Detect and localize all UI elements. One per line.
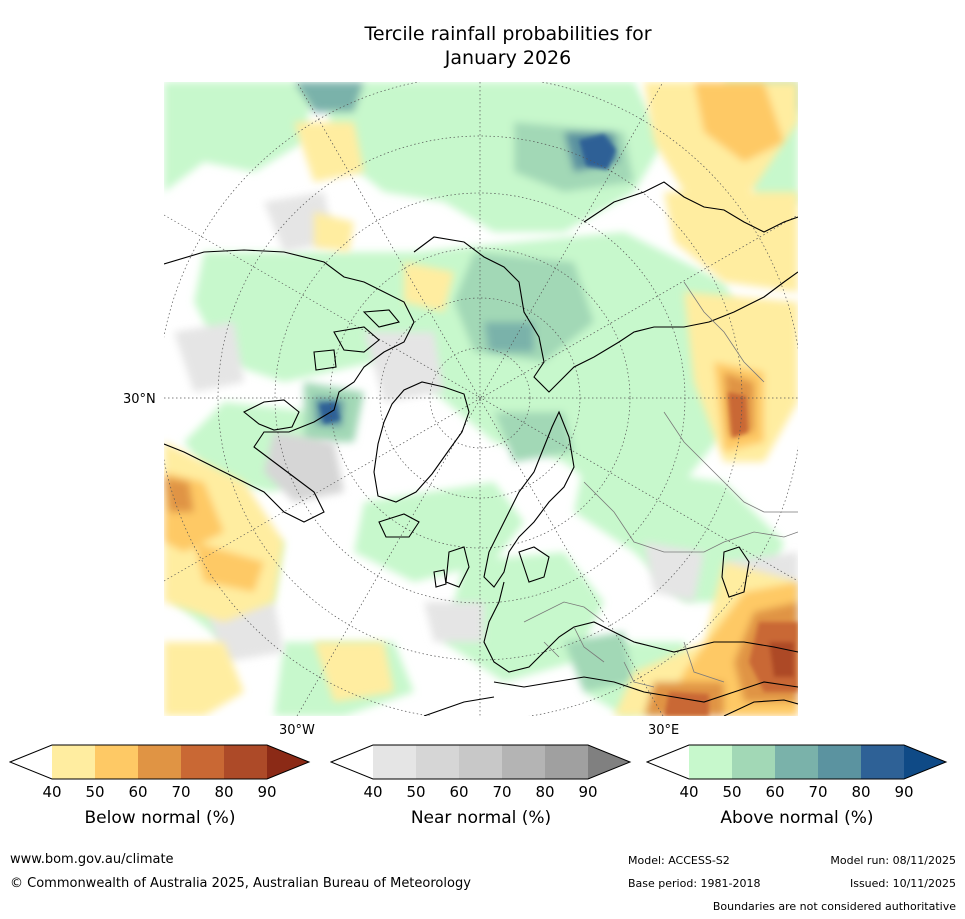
below-tick: 60 bbox=[128, 783, 148, 801]
near-colorbar-segment-70-80 bbox=[502, 745, 545, 779]
latitude-label-30n: 30°N bbox=[123, 392, 156, 407]
copyright-notice: © Commonwealth of Australia 2025, Austra… bbox=[10, 876, 471, 891]
above-tick: 40 bbox=[679, 783, 699, 801]
above-colorbar-segment-gt90 bbox=[904, 745, 946, 779]
caspian-coast bbox=[721, 546, 750, 598]
issued-date: Issued: 10/11/2025 bbox=[849, 877, 956, 890]
near-tick: 70 bbox=[492, 783, 512, 801]
baltic-coast bbox=[518, 546, 550, 583]
below-colorbar-segment-gt90 bbox=[267, 745, 309, 779]
below-normal-core bbox=[664, 392, 798, 716]
below-tick: 40 bbox=[42, 783, 62, 801]
near-normal-colorbar bbox=[330, 744, 632, 780]
near-tick: 50 bbox=[406, 783, 426, 801]
model-name: Model: ACCESS-S2 bbox=[628, 854, 730, 867]
near-colorbar-segment-lt40 bbox=[331, 745, 373, 779]
graticule bbox=[164, 82, 798, 716]
asia-borders bbox=[663, 411, 798, 513]
arabia-africa-coast bbox=[423, 696, 798, 716]
below-tick: 50 bbox=[85, 783, 105, 801]
near-normal-label: Near normal (%) bbox=[410, 808, 552, 828]
europe-borders bbox=[523, 601, 605, 663]
above-tick: 60 bbox=[765, 783, 785, 801]
coastlines bbox=[164, 181, 798, 716]
near-colorbar-segment-50-60 bbox=[416, 745, 459, 779]
below-colorbar-segment-lt40 bbox=[10, 745, 52, 779]
russia-east-coast bbox=[583, 181, 798, 233]
below-colorbar-segment-80-90 bbox=[224, 745, 267, 779]
central-asia-borders bbox=[683, 281, 765, 383]
canadian-islands bbox=[313, 309, 400, 371]
above-colorbar-segment-70-80 bbox=[818, 745, 861, 779]
latitude-circle-80 bbox=[429, 347, 531, 449]
above-tick: 70 bbox=[808, 783, 828, 801]
hudson-bay-coast bbox=[242, 399, 300, 431]
mediterranean-coast bbox=[493, 676, 798, 703]
above-colorbar-segment-50-60 bbox=[732, 745, 775, 779]
above-tick: 90 bbox=[894, 783, 914, 801]
north-america-coast bbox=[164, 249, 415, 523]
below-colorbar-outline bbox=[9, 744, 311, 780]
above-normal-label: Above normal (%) bbox=[720, 808, 874, 828]
near-tick: 40 bbox=[363, 783, 383, 801]
above-tick: 50 bbox=[722, 783, 742, 801]
near-colorbar-outline bbox=[330, 744, 632, 780]
probability-map[interactable] bbox=[164, 82, 798, 716]
map-title: Tercile rainfall probabilities for Janua… bbox=[0, 22, 965, 70]
above-colorbar-segment-60-70 bbox=[775, 745, 818, 779]
near-tick: 90 bbox=[578, 783, 598, 801]
longitude-label-30w: 30°W bbox=[279, 723, 315, 738]
near-colorbar-segment-gt90 bbox=[588, 745, 630, 779]
below-colorbar-segment-60-70 bbox=[138, 745, 181, 779]
above-colorbar-outline bbox=[646, 744, 948, 780]
base-period: Base period: 1981-2018 bbox=[628, 877, 761, 890]
latitude-circle-60 bbox=[329, 247, 631, 549]
iceland-coast bbox=[378, 513, 420, 538]
near-tick: 80 bbox=[535, 783, 555, 801]
below-colorbar-segment-70-80 bbox=[181, 745, 224, 779]
above-tick: 80 bbox=[851, 783, 871, 801]
below-tick: 80 bbox=[214, 783, 234, 801]
below-colorbar-segment-50-60 bbox=[95, 745, 138, 779]
scandinavia-coast bbox=[483, 410, 575, 588]
near-colorbar-segment-80-90 bbox=[545, 745, 588, 779]
middle-east-borders bbox=[623, 641, 725, 688]
greenland-coast bbox=[373, 381, 470, 503]
longitude-label-30e: 30°E bbox=[648, 723, 680, 738]
above-colorbar-segment-80-90 bbox=[861, 745, 904, 779]
near-tick: 60 bbox=[449, 783, 469, 801]
map-canvas bbox=[164, 82, 798, 716]
below-colorbar-segment-40-50 bbox=[52, 745, 95, 779]
below-normal-label: Below normal (%) bbox=[84, 808, 236, 828]
title-line-1: Tercile rainfall probabilities for bbox=[364, 23, 652, 45]
russia-border bbox=[583, 481, 798, 553]
below-tick: 70 bbox=[171, 783, 191, 801]
below-normal-colorbar bbox=[9, 744, 311, 780]
model-run-date: Model run: 08/11/2025 bbox=[830, 854, 956, 867]
bom-url-link[interactable]: www.bom.gov.au/climate bbox=[10, 852, 174, 867]
near-colorbar-segment-40-50 bbox=[373, 745, 416, 779]
near-colorbar-segment-60-70 bbox=[459, 745, 502, 779]
above-normal-shading bbox=[164, 82, 798, 716]
country-borders bbox=[523, 281, 798, 688]
above-colorbar-segment-40-50 bbox=[689, 745, 732, 779]
above-normal-colorbar bbox=[646, 744, 948, 780]
europe-coast bbox=[483, 581, 798, 673]
latitude-circle-40 bbox=[217, 135, 743, 661]
title-line-2: January 2026 bbox=[444, 47, 572, 69]
boundaries-disclaimer: Boundaries are not considered authoritat… bbox=[712, 900, 956, 913]
below-tick: 90 bbox=[257, 783, 277, 801]
british-isles-coast bbox=[433, 546, 470, 588]
eurasia-arctic-coast bbox=[413, 236, 798, 393]
above-colorbar-segment-lt40 bbox=[647, 745, 689, 779]
